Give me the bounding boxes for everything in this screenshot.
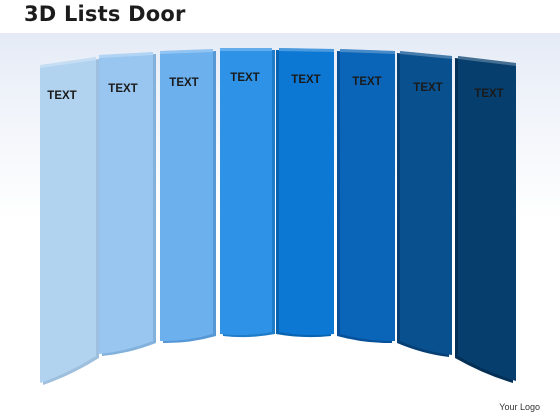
- door-panel-label: TEXT: [413, 82, 442, 94]
- slide-title: 3D Lists Door: [24, 2, 186, 26]
- door-panel-face: [340, 49, 395, 342]
- door-panels: TEXT TEXT TEXT TEXT TEXT TEXT TEXT TEXT: [40, 48, 516, 385]
- door-panel-face: [279, 48, 334, 336]
- door-panel-6: TEXT: [337, 49, 395, 344]
- door-panel-face: [99, 52, 153, 354]
- door-panel-label: TEXT: [474, 88, 503, 100]
- door-panel-label: TEXT: [169, 77, 198, 89]
- logo-placeholder: Your Logo: [499, 402, 540, 412]
- door-panel-8: TEXT: [455, 56, 516, 383]
- door-panel-label: TEXT: [352, 76, 381, 88]
- door-panel-7: TEXT: [397, 51, 452, 357]
- door-panel-face: [400, 51, 452, 355]
- header-band: [0, 0, 560, 33]
- door-panel-3: TEXT: [160, 49, 216, 344]
- door-panel-highlight: [279, 48, 334, 52]
- door-panel-2: TEXT: [99, 52, 156, 356]
- door-panel-highlight: [400, 51, 452, 59]
- door-panel-face: [160, 49, 213, 342]
- door-panel-highlight: [458, 56, 516, 66]
- door-panel-highlight: [220, 48, 272, 51]
- door-panel-highlight: [340, 49, 395, 54]
- door-panel-5: TEXT: [276, 48, 334, 338]
- door-panel-highlight: [160, 49, 213, 54]
- door-panel-label: TEXT: [230, 72, 259, 84]
- door-panel-face: [220, 48, 272, 336]
- door-panel-label: TEXT: [291, 74, 320, 86]
- door-panel-face: [458, 56, 516, 381]
- door-panel-1: TEXT: [40, 57, 99, 385]
- door-panel-label: TEXT: [108, 83, 137, 95]
- door-panel-label: TEXT: [47, 90, 76, 102]
- door-panel-face: [40, 57, 96, 383]
- door-panel-4: TEXT: [220, 48, 275, 338]
- door-panel-highlight: [99, 52, 153, 58]
- door-panel-highlight: [40, 57, 96, 68]
